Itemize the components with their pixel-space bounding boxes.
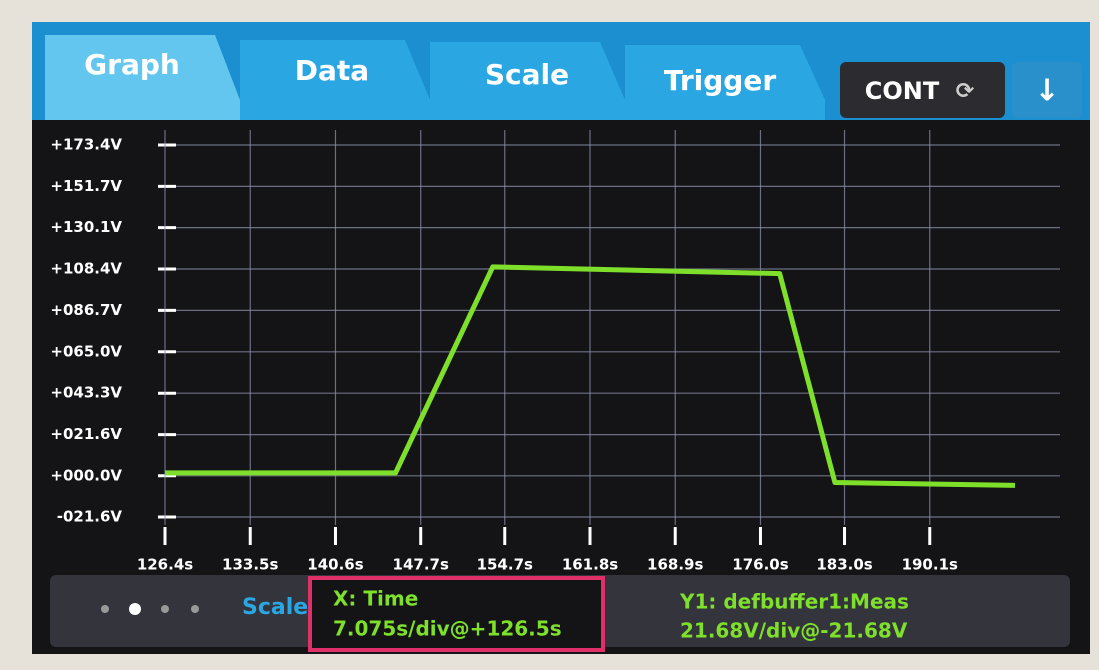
page-dot bbox=[101, 605, 109, 613]
y-tick-label: +000.0V bbox=[50, 466, 122, 484]
x-tick-label: 140.6s bbox=[307, 556, 363, 574]
x-tick-label: 183.0s bbox=[816, 556, 872, 574]
x-tick-label: 133.5s bbox=[222, 556, 278, 574]
y-tick-label: +021.6V bbox=[50, 425, 122, 443]
y-tick-label: +151.7V bbox=[50, 177, 122, 195]
x-tick-label: 154.7s bbox=[477, 556, 533, 574]
x-scale: 7.075s/div@+126.5s bbox=[333, 617, 562, 641]
arrow-icon: ↓ bbox=[1034, 74, 1059, 109]
mode-label: CONT bbox=[865, 77, 940, 105]
y-tick-label: +065.0V bbox=[50, 342, 122, 360]
x-tick-label: 147.7s bbox=[393, 556, 449, 574]
y-tick-label: +108.4V bbox=[50, 260, 122, 278]
tab-label: Trigger bbox=[664, 64, 777, 97]
scale-label[interactable]: Scale bbox=[242, 595, 308, 620]
screen-photo: ↓ Graph Data Scale Trigger CONT ⟳ +173.4… bbox=[0, 0, 1099, 666]
x-tick-label: 161.8s bbox=[562, 556, 618, 574]
y-title: Y1: defbuffer1:Meas bbox=[679, 590, 909, 614]
y-tick-label: +086.7V bbox=[50, 301, 122, 319]
y-tick-label: +043.3V bbox=[50, 384, 122, 402]
y-tick-label: -021.6V bbox=[57, 508, 123, 526]
mode-icon: ⟳ bbox=[956, 79, 975, 104]
x-tick-label: 190.1s bbox=[902, 556, 958, 574]
x-tick-label: 176.0s bbox=[732, 556, 788, 574]
page: ↓ Graph Data Scale Trigger CONT ⟳ +173.4… bbox=[0, 0, 1099, 666]
x-tick-label: 126.4s bbox=[137, 556, 193, 574]
y-tick-label: +130.1V bbox=[50, 218, 122, 236]
x-tick-label: 168.9s bbox=[647, 556, 703, 574]
tab-label: Scale bbox=[485, 58, 569, 91]
tab-label: Data bbox=[295, 54, 369, 87]
page-dot bbox=[129, 603, 141, 615]
y-tick-label: +173.4V bbox=[50, 136, 122, 154]
page-dot bbox=[161, 605, 169, 613]
x-title: X: Time bbox=[333, 587, 418, 611]
y-scale: 21.68V/div@-21.68V bbox=[680, 619, 908, 643]
page-dot bbox=[191, 605, 199, 613]
tab-label: Graph bbox=[84, 48, 180, 81]
